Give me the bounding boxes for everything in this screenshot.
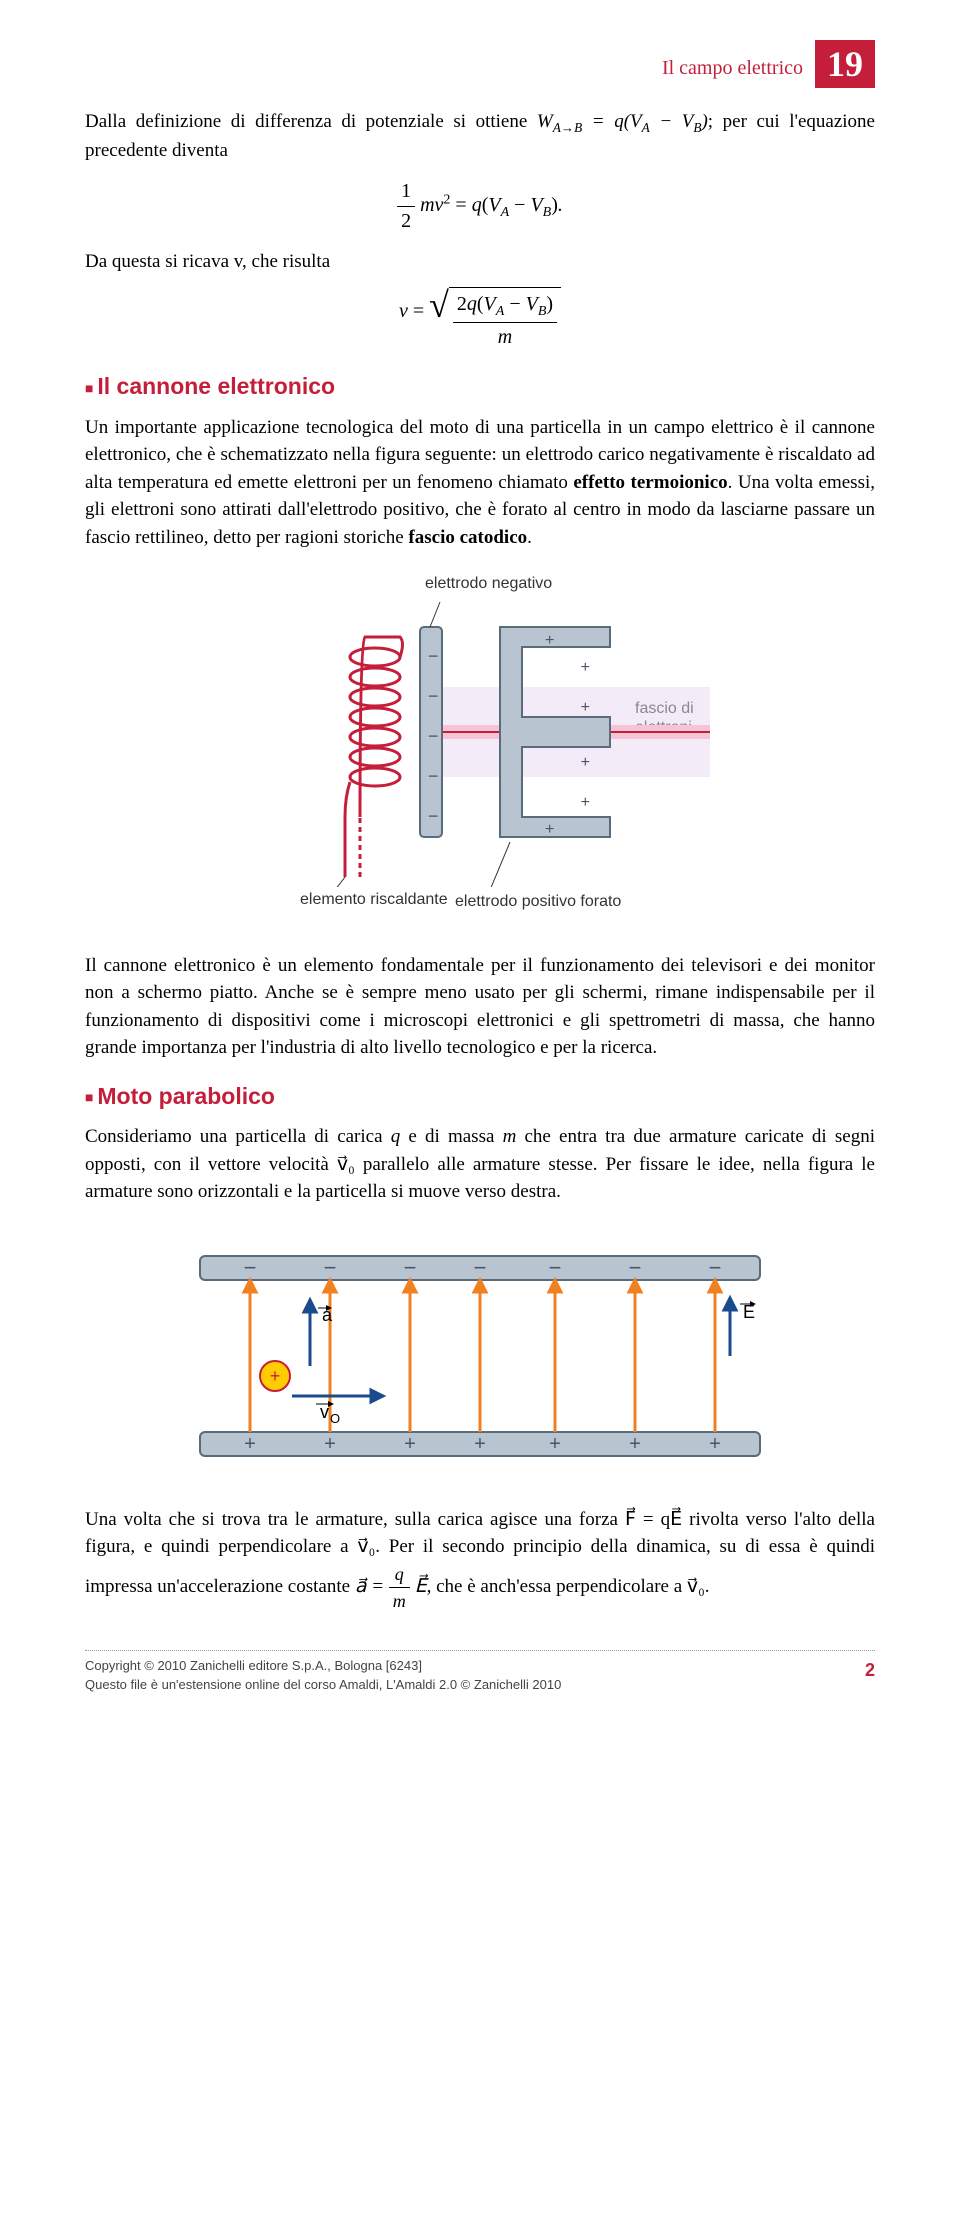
svg-text:−: − bbox=[428, 766, 439, 786]
svg-text:−: − bbox=[428, 806, 439, 826]
intro-para-1: Dalla definizione di differenza di poten… bbox=[85, 108, 875, 165]
bold-term: fascio catodico bbox=[408, 527, 527, 548]
svg-text:−: − bbox=[709, 1255, 722, 1280]
section2-para1: Consideriamo una particella di carica q … bbox=[85, 1123, 875, 1206]
var: q bbox=[391, 1126, 401, 1147]
svg-text:−: − bbox=[474, 1255, 487, 1280]
svg-text:v: v bbox=[320, 1402, 329, 1422]
fig1-label-pos-electrode: elettrodo positivo forato bbox=[455, 890, 621, 913]
svg-text:−: − bbox=[244, 1255, 257, 1280]
svg-text:+: + bbox=[404, 1433, 416, 1455]
svg-text:−: − bbox=[404, 1255, 417, 1280]
svg-text:+: + bbox=[709, 1433, 721, 1455]
section-title-cannone: Il cannone elettronico bbox=[85, 370, 875, 403]
page-footer: Copyright © 2010 Zanichelli editore S.p.… bbox=[85, 1650, 875, 1695]
figure-parabolic: − − − − − − − + + + + + + + bbox=[85, 1226, 875, 1486]
equation-1: 12 mv2 = q(VA − VB). bbox=[85, 177, 875, 236]
svg-text:+: + bbox=[545, 632, 554, 649]
chapter-number: 19 bbox=[815, 40, 875, 88]
page-number: 2 bbox=[865, 1657, 875, 1683]
text: , che è anch'essa perpendicolare a v⃗₀. bbox=[427, 1576, 710, 1597]
svg-text:+: + bbox=[474, 1433, 486, 1455]
figure-electron-gun: elettrodo negativo fascio di elettroni e… bbox=[85, 572, 875, 932]
svg-text:−: − bbox=[428, 726, 439, 746]
copyright-block: Copyright © 2010 Zanichelli editore S.p.… bbox=[85, 1657, 561, 1695]
text: . bbox=[527, 527, 532, 548]
fig1-label-neg-electrode: elettrodo negativo bbox=[425, 572, 552, 595]
svg-text:+: + bbox=[270, 1366, 281, 1386]
svg-text:+: + bbox=[581, 754, 590, 771]
svg-text:−: − bbox=[324, 1255, 337, 1280]
svg-text:−: − bbox=[549, 1255, 562, 1280]
svg-text:−: − bbox=[629, 1255, 642, 1280]
equation-2: v = √ 2q(VA − VB) m bbox=[85, 287, 875, 352]
svg-text:+: + bbox=[581, 659, 590, 676]
section-title-parabolico: Moto parabolico bbox=[85, 1080, 875, 1113]
inline-eq: a⃗ = qm E⃗ bbox=[355, 1576, 427, 1597]
svg-text:+: + bbox=[545, 821, 554, 838]
section1-para2: Il cannone elettronico è un elemento fon… bbox=[85, 952, 875, 1062]
svg-text:+: + bbox=[549, 1433, 561, 1455]
text: elemento riscaldante bbox=[300, 891, 448, 908]
intro-para-2: Da questa si ricava v, che risulta bbox=[85, 248, 875, 276]
svg-text:−: − bbox=[428, 686, 439, 706]
svg-text:+: + bbox=[244, 1433, 256, 1455]
section2-para2: Una volta che si trova tra le armature, … bbox=[85, 1506, 875, 1614]
svg-text:O: O bbox=[330, 1411, 340, 1426]
inline-eq: WA→B = q(VA − VB) bbox=[537, 111, 708, 132]
copyright-line1: Copyright © 2010 Zanichelli editore S.p.… bbox=[85, 1657, 561, 1676]
text: e di massa bbox=[400, 1126, 502, 1147]
chapter-header: Il campo elettrico 19 bbox=[85, 40, 875, 88]
svg-text:+: + bbox=[581, 699, 590, 716]
var: m bbox=[503, 1126, 517, 1147]
fig1-label-heater: elemento riscaldante bbox=[300, 890, 448, 909]
fig2-svg: − − − − − − − + + + + + + + bbox=[160, 1226, 800, 1486]
svg-text:+: + bbox=[324, 1433, 336, 1455]
text: Consideriamo una particella di carica bbox=[85, 1126, 391, 1147]
copyright-line2: Questo file è un'estensione online del c… bbox=[85, 1676, 561, 1695]
svg-text:−: − bbox=[428, 646, 439, 666]
fig1-svg: − − − − − + + + + + + bbox=[290, 597, 710, 887]
chapter-label: Il campo elettrico bbox=[662, 54, 803, 83]
bold-term: effetto termoionico bbox=[573, 472, 727, 493]
svg-text:+: + bbox=[629, 1433, 641, 1455]
text: Dalla definizione di differenza di poten… bbox=[85, 111, 537, 132]
svg-text:+: + bbox=[581, 794, 590, 811]
section1-para1: Un importante applicazione tecnologica d… bbox=[85, 414, 875, 552]
